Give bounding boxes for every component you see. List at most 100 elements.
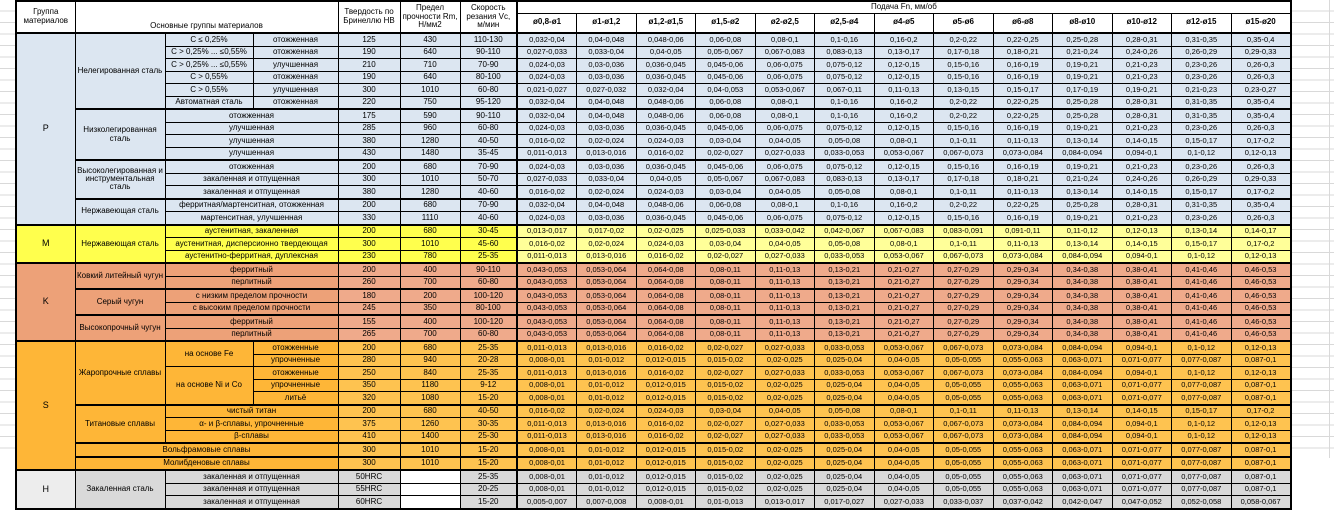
feed-cell: 0,084-0,094 [1052,366,1113,380]
header-diameter-label: ø5-ø6 [933,12,994,34]
feed-cell: 0,047-0,052 [1111,495,1173,509]
feed-cell: 0,26-0,29 [1171,45,1232,59]
feed-cell: 0,31-0,35 [1171,197,1232,212]
rm-cell: 1010 [399,455,461,471]
feed-cell: 0,26-0,3 [1230,211,1292,225]
vc-cell: 60-80 [459,83,518,97]
feed-cell: 0,083-0,13 [814,45,875,59]
feed-cell: 0,084-0,094 [1052,429,1113,444]
table-row: α- и β-сплавы, упрочненные 375 1260 30-35 0,… [16,417,1292,431]
feed-cell: 0,012-0,015 [635,442,697,457]
vc-cell: 40-50 [459,403,518,418]
rm-cell: 700 [399,275,461,290]
vc-cell: 70-90 [459,197,518,212]
vc-cell: 30-45 [459,223,518,238]
table-row: Вольфрамовые сплавы 300 1010 15-20 0,008-0,0… [16,442,1292,457]
hb-cell: 125 [337,32,401,47]
material-cell: отожженная [252,95,339,110]
material-cell: Закаленная сталь [74,469,166,509]
feed-cell: 0,24-0,26 [1111,45,1173,59]
feed-cell: 0,01-0,012 [576,378,637,392]
table-row: литьё 320 1080 15-20 0,008-0,01 0,01-0,012 0,0… [16,391,1292,405]
feed-cell: 0,04-0,053 [695,83,756,97]
feed-cell: 0,033-0,04 [576,45,637,59]
feed-cell: 0,11-0,13 [754,275,816,290]
vc-cell: 60-80 [459,275,518,290]
feed-cell: 0,06-0,08 [695,32,756,47]
rm-cell: 940 [399,353,461,367]
table-row: C > 0,55% отожженная 190 640 80-100 0,024-0,0… [16,70,1292,84]
feed-cell: 0,033-0,04 [576,172,637,186]
feed-cell: 0,036-0,045 [635,70,697,84]
feed-cell: 0,41-0,46 [1171,275,1232,290]
material-cell: Молибденовые сплавы [74,455,339,471]
feed-cell: 0,34-0,38 [1052,327,1113,342]
table-row: Молибденовые сплавы 300 1010 15-20 0,008-0,0… [16,455,1292,471]
hb-cell: 190 [337,45,401,59]
feed-cell: 0,13-0,14 [1171,223,1232,238]
feed-cell: 0,011-0,013 [516,249,578,264]
feed-cell: 0,045-0,06 [695,211,756,225]
feed-cell: 0,04-0,05 [873,482,935,496]
material-cell: Низколегированная сталь [74,108,166,161]
feed-cell: 0,013-0,016 [576,429,637,444]
feed-cell: 0,02-0,025 [754,455,816,471]
vc-cell: 40-50 [459,134,518,148]
material-cell: Серый чугун [74,288,166,316]
table-row: Высоколегированная и инструментальная ст… [16,159,1292,199]
feed-cell: 0,025-0,04 [814,455,875,471]
feed-cell: 0,08-0,1 [873,237,935,251]
feed-cell: 0,03-0,036 [576,211,637,225]
feed-cell: 0,06-0,075 [754,58,816,72]
feed-cell: 0,013-0,016 [576,249,637,264]
feed-cell: 0,46-0,53 [1230,301,1292,316]
feed-cell: 0,38-0,41 [1111,301,1173,316]
feed-cell: 0,094-0,1 [1111,249,1173,264]
feed-cell: 0,13-0,21 [814,301,875,316]
rm-cell: 400 [399,314,461,329]
feed-cell: 0,008-0,01 [516,455,578,471]
feed-cell: 0,1-0,12 [1171,146,1232,161]
feed-cell: 0,091-0,11 [992,223,1054,238]
hb-cell: 155 [337,314,401,329]
feed-cell: 0,13-0,21 [814,262,875,277]
material-cell: закаленная и отпущенная [164,185,339,199]
table-row: перлитный 260 700 60-80 0,043-0,053 0,053-0,0… [16,275,1292,290]
feed-cell: 0,1-0,16 [814,32,875,47]
rm-cell: 710 [399,58,461,72]
feed-cell: 0,094-0,1 [1111,429,1173,444]
feed-cell: 0,025-0,04 [814,469,875,484]
material-cell: чистый титан [164,403,339,418]
rm-cell: 1260 [399,417,461,431]
feed-cell: 0,055-0,063 [992,391,1054,405]
vc-cell: 60-80 [459,327,518,342]
feed-cell: 0,26-0,29 [1171,172,1232,186]
feed-cell: 0,027-0,033 [754,340,816,355]
feed-cell: 0,011-0,013 [516,340,578,355]
hb-cell: 260 [337,275,401,290]
feed-cell: 0,064-0,08 [635,262,697,277]
hb-cell: 265 [337,327,401,342]
feed-cell: 0,075-0,12 [814,121,875,135]
header-diameter-label: ø0,8-ø1 [516,12,578,34]
feed-cell: 0,016-0,02 [635,417,697,431]
header-diameter-label: ø2,5-ø4 [814,12,875,34]
feed-cell: 0,053-0,064 [576,327,637,342]
vc-cell: 40-60 [459,211,518,225]
feed-cell: 0,41-0,46 [1171,301,1232,316]
feed-cell: 0,027-0,033 [754,417,816,431]
feed-cell: 0,27-0,29 [933,327,994,342]
feed-cell: 0,03-0,04 [695,403,756,418]
header-main-groups-label: Основные группы материалов [74,0,339,34]
header-diameter-label: ø1,2-ø1,5 [635,12,697,34]
feed-cell: 0,46-0,53 [1230,262,1292,277]
feed-cell: 0,08-0,11 [695,275,756,290]
hb-cell: 380 [337,134,401,148]
feed-cell: 0,067-0,073 [933,429,994,444]
feed-cell: 0,094-0,1 [1111,366,1173,380]
feed-cell: 0,01-0,012 [576,353,637,367]
feed-cell: 0,064-0,08 [635,275,697,290]
header-diameter-label: ø2-ø2,5 [754,12,816,34]
feed-cell: 0,13-0,21 [814,314,875,329]
feed-cell: 0,017-0,02 [576,223,637,238]
